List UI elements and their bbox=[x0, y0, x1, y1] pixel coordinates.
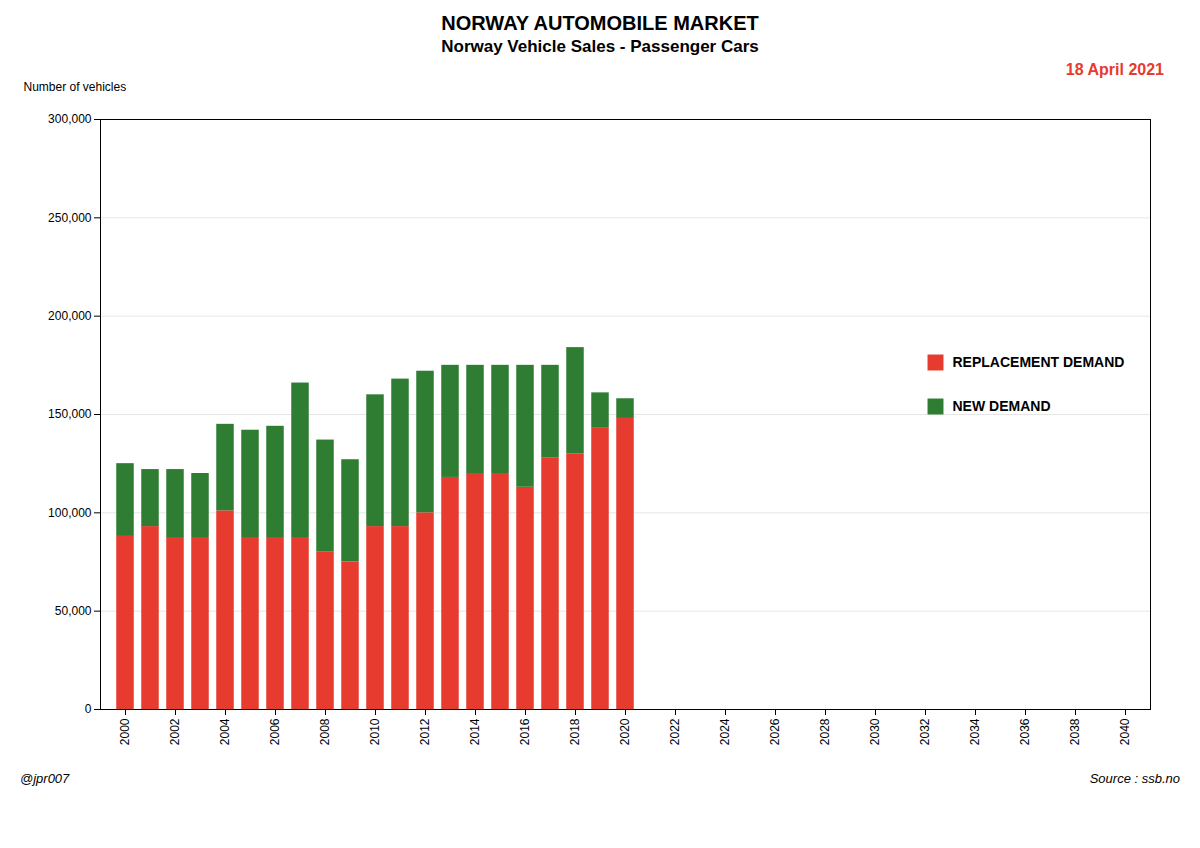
svg-text:300,000: 300,000 bbox=[48, 112, 92, 126]
html-text:Norway Vehicle Sales - Passeng: Norway Vehicle Sales - Passenger Cars bbox=[441, 37, 759, 56]
svg-text:2006: 2006 bbox=[268, 718, 282, 745]
svg-text:2018: 2018 bbox=[568, 718, 582, 745]
html-text:NORWAY AUTOMOBILE MARKET: NORWAY AUTOMOBILE MARKET bbox=[441, 12, 759, 34]
svg-text:2014: 2014 bbox=[468, 718, 482, 745]
svg-text:2020: 2020 bbox=[618, 718, 632, 745]
svg-text:100,000: 100,000 bbox=[48, 506, 92, 520]
svg-text:2004: 2004 bbox=[218, 718, 232, 745]
svg-text:2012: 2012 bbox=[418, 718, 432, 745]
svg-text:50,000: 50,000 bbox=[55, 604, 92, 618]
svg-text:0: 0 bbox=[85, 702, 92, 716]
svg-text:Number of vehicles: Number of vehicles bbox=[24, 80, 127, 94]
svg-text:2002: 2002 bbox=[168, 718, 182, 745]
svg-text:150,000: 150,000 bbox=[48, 407, 92, 421]
svg-text:2036: 2036 bbox=[1018, 718, 1032, 745]
html-text:18 April 2021: 18 April 2021 bbox=[1065, 61, 1164, 78]
svg-text:REPLACEMENT DEMAND: REPLACEMENT DEMAND bbox=[953, 354, 1125, 370]
svg-text:2034: 2034 bbox=[968, 718, 982, 745]
svg-text:2028: 2028 bbox=[818, 718, 832, 745]
svg-text:2040: 2040 bbox=[1118, 718, 1132, 745]
html-text:Source : ssb.no: Source : ssb.no bbox=[1089, 771, 1180, 786]
svg-text:250,000: 250,000 bbox=[48, 211, 92, 225]
svg-text:2030: 2030 bbox=[868, 718, 882, 745]
svg-text:2010: 2010 bbox=[368, 718, 382, 745]
svg-text:2022: 2022 bbox=[668, 718, 682, 745]
svg-text:2000: 2000 bbox=[118, 718, 132, 745]
svg-text:2032: 2032 bbox=[918, 718, 932, 745]
svg-text:2008: 2008 bbox=[318, 718, 332, 745]
svg-text:2038: 2038 bbox=[1068, 718, 1082, 745]
svg-text:2026: 2026 bbox=[768, 718, 782, 745]
html-text:@jpr007: @jpr007 bbox=[20, 771, 70, 786]
svg-text:2024: 2024 bbox=[718, 718, 732, 745]
svg-text:200,000: 200,000 bbox=[48, 309, 92, 323]
svg-text:NEW DEMAND: NEW DEMAND bbox=[953, 398, 1051, 414]
svg-text:2016: 2016 bbox=[518, 718, 532, 745]
